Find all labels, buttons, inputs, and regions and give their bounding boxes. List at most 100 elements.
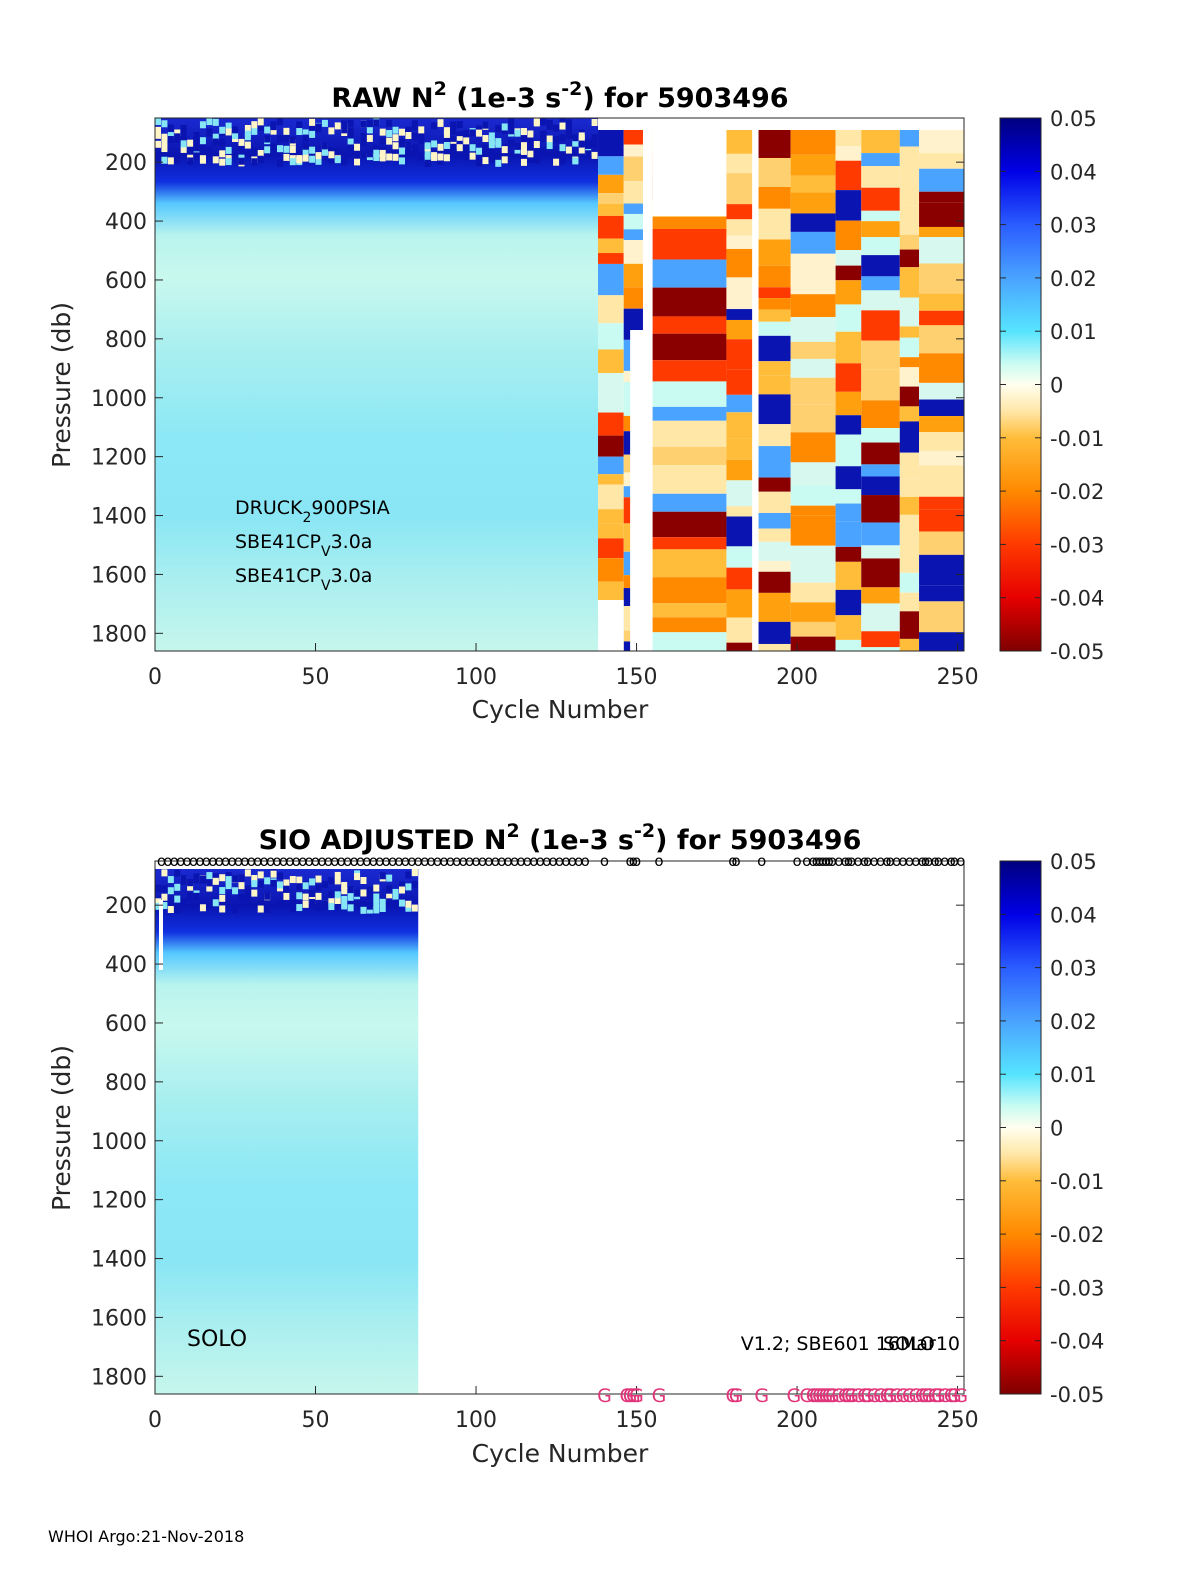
heatmap-cell [366,120,373,128]
no-data-gap [598,600,624,651]
heatmap-cell [726,438,753,460]
heatmap-cell [334,877,341,885]
heatmap-cell [155,898,161,906]
o-marker: o [654,852,663,870]
heatmap-cell [257,150,264,158]
heatmap-cell [835,220,862,251]
heatmap-cell [212,138,219,146]
heatmap-cell [225,146,232,154]
heatmap-cell [899,611,920,639]
heatmap-cell [264,905,271,913]
o-marker: o [420,852,429,870]
heatmap-cell [598,253,624,264]
heatmap-cell [334,891,341,899]
heatmap-cell [790,231,836,254]
heatmap-cell [861,369,900,401]
heatmap-cell [212,118,219,126]
heatmap-cell [360,889,367,897]
heatmap-cell [790,213,836,232]
heatmap-cell [225,882,232,890]
heatmap-cell [899,146,920,178]
heatmap-cell [652,493,727,512]
heatmap-cell [482,144,489,152]
heatmap-cell [726,589,753,618]
heatmap-cell [790,130,836,155]
heatmap-cell [219,894,226,902]
sensor-label-3: SBE41CPV3.0a [235,565,372,594]
heatmap-cell [155,152,161,160]
colorbar-tick-label: 0.04 [1050,903,1097,927]
heatmap-cell [321,142,328,150]
heatmap-cell [251,127,258,135]
colorbar-tick-label: -0.03 [1050,533,1104,557]
heatmap-cell [790,266,836,295]
o-marker: o [157,852,166,870]
g-marker: G [620,1385,635,1407]
heatmap-cell [328,898,335,906]
colorbar-tick-label: -0.02 [1050,480,1104,504]
y-tick-label: 400 [105,953,147,978]
heatmap-cell [726,642,753,651]
o-marker: o [324,852,333,870]
g-marker: G [867,1385,882,1407]
heatmap-cell [919,632,964,651]
heatmap-cell [437,153,444,161]
o-marker: o [828,852,837,870]
heatmap-cell [726,130,753,154]
heatmap-cell [386,137,393,145]
heatmap-cell [919,509,964,532]
heatmap-cell [174,129,181,137]
heatmap-cell [508,118,515,126]
o-marker: o [523,852,532,870]
o-marker: o [860,852,869,870]
heatmap-cell [508,121,515,129]
heatmap-cell [623,156,643,182]
heatmap-cell [309,123,316,131]
heatmap-cell [861,495,900,523]
heatmap-cell [476,125,483,133]
o-marker: o [921,852,930,870]
heatmap-cell [463,153,470,161]
heatmap-cell [302,142,309,150]
heatmap-cell [652,465,727,494]
heatmap-cell [219,874,226,882]
heatmap-cell [405,145,412,153]
heatmap-cell [861,153,900,167]
heatmap-cell [264,146,271,154]
heatmap-cell [238,138,245,146]
heatmap-cell [488,137,495,145]
heatmap-cell [392,126,399,134]
heatmap-cell [174,156,181,164]
heatmap-cell [456,121,463,129]
heatmap-cell [431,122,438,130]
heatmap-cell [450,121,457,129]
heatmap-cell [360,138,367,146]
heatmap-cell [321,148,328,156]
heatmap-cell [443,141,450,149]
heatmap-cell [225,876,232,884]
x-tick-label: 50 [302,665,330,690]
heatmap-cell [328,151,335,159]
heatmap-cell [411,144,418,152]
heatmap-cell [598,456,624,475]
heatmap-cell [424,159,431,167]
heatmap-cell [360,906,367,914]
o-marker: o [433,852,442,870]
heatmap-cell [309,130,316,138]
colorbar-tick-labels: 0.05 0.04 0.03 0.02 0.01 0 -0.01 -0.02 -0.03 -0.0… [1000,850,1104,1407]
heatmap-cell [790,582,836,603]
heatmap-cell [341,887,348,895]
heatmap-cell [366,892,373,900]
heatmap-cell [334,871,341,879]
o-marker: o [542,852,551,870]
heatmap-cell [598,412,624,436]
heatmap-cell [488,155,495,163]
heatmap-cell [296,121,303,129]
o-marker: o [311,852,320,870]
footer-label: WHOI Argo:21-Nov-2018 [48,1527,244,1546]
o-marker: o [825,852,834,870]
heatmap-cell [835,130,862,147]
y-tick-label: 1800 [91,622,147,647]
heatmap-cell [726,394,753,413]
o-marker: o [812,852,821,870]
